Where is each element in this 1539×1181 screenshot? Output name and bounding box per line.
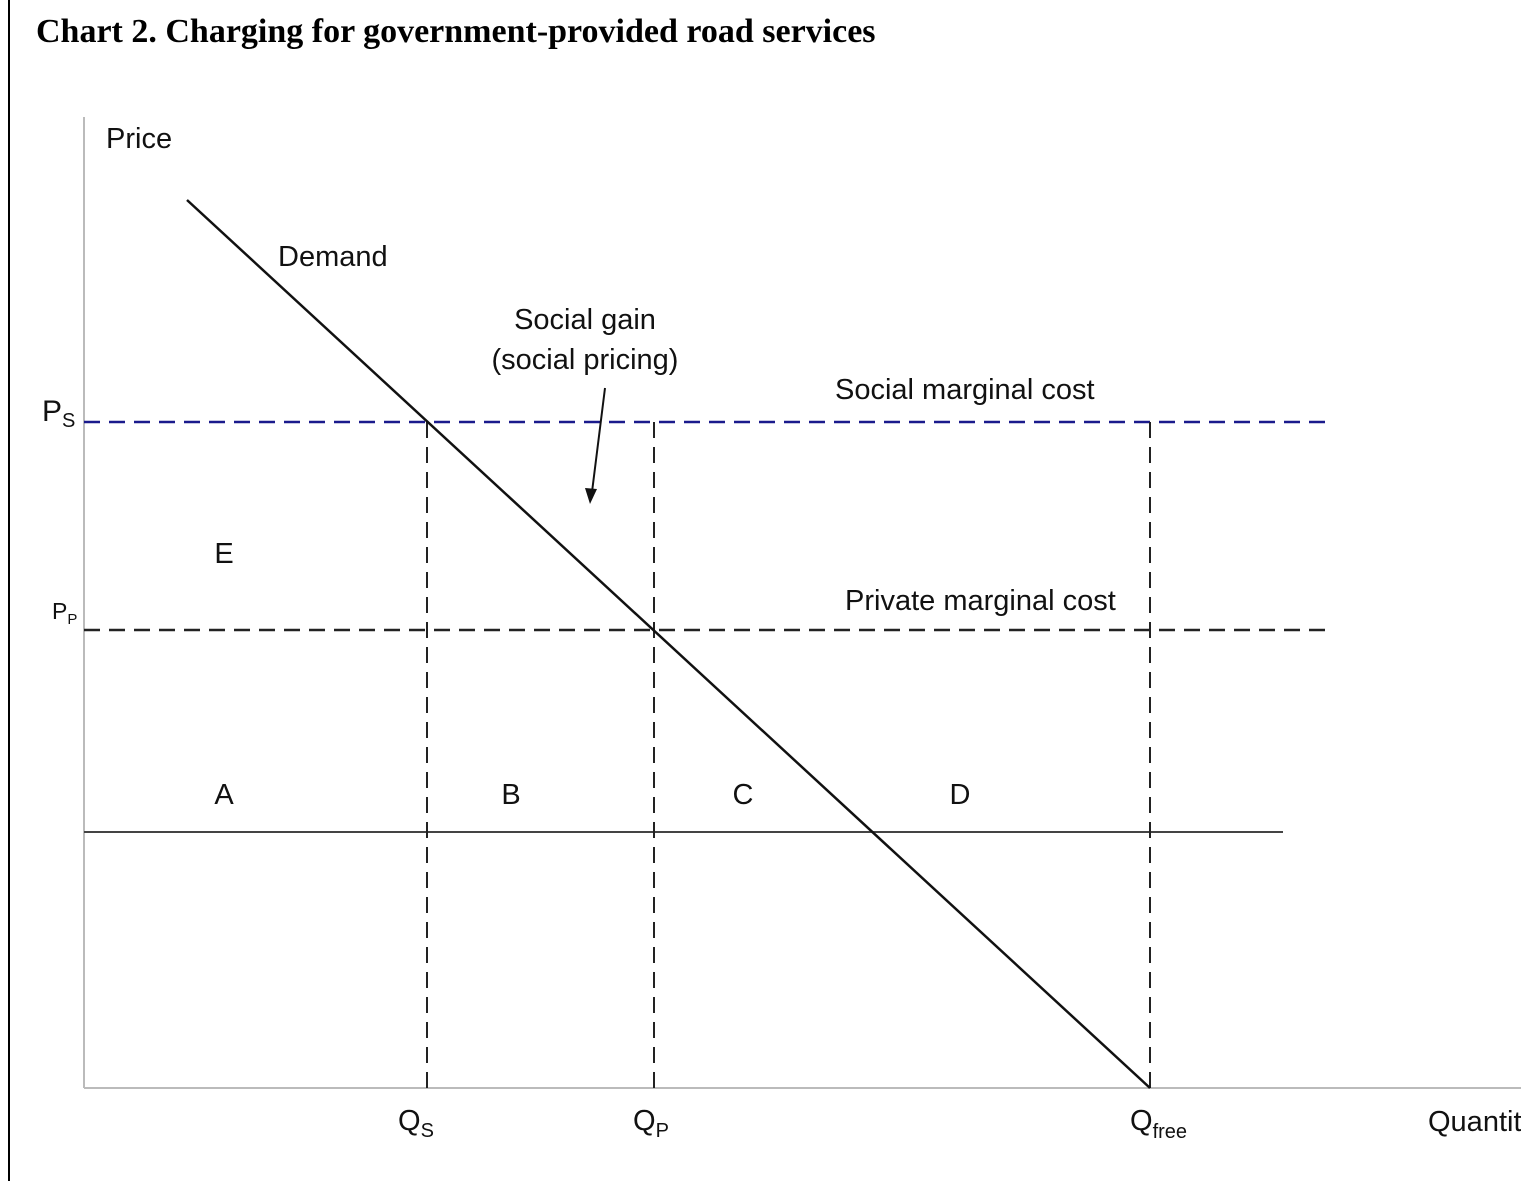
annotation: Social gain <box>514 304 656 336</box>
tick-sub: S <box>421 1120 434 1142</box>
tick-sub: S <box>62 410 75 432</box>
demand-label: Demand <box>278 241 388 273</box>
tick-sub: P <box>656 1120 669 1142</box>
y-axis-label: Price <box>106 123 172 155</box>
region-label: A <box>214 779 234 811</box>
tick-main: Q <box>633 1105 656 1137</box>
tick-main: P <box>42 395 62 428</box>
social-cost-label: Social marginal cost <box>835 374 1095 406</box>
demand-line <box>186 199 1151 1089</box>
region-label: E <box>214 538 233 570</box>
quantity-tick: Qfree <box>1130 1105 1187 1143</box>
price-tick: PS <box>42 395 75 432</box>
title: Chart 2. Charging for government-provide… <box>36 13 876 50</box>
x-axis-label: Quantity <box>1428 1106 1521 1138</box>
private-cost-label: Private marginal cost <box>845 585 1116 617</box>
region-label: D <box>950 779 971 811</box>
tick-sub: P <box>67 611 77 628</box>
tick-main: Q <box>398 1105 421 1137</box>
arrow-head <box>585 488 597 504</box>
tick-main: P <box>52 598 67 624</box>
quantity-tick: QS <box>398 1105 434 1142</box>
tick-main: Q <box>1130 1105 1153 1137</box>
annotation: (social pricing) <box>492 344 679 376</box>
quantity-tick: QP <box>633 1105 669 1142</box>
price-tick: PP <box>52 598 77 628</box>
region-label: B <box>501 779 520 811</box>
region-label: C <box>733 779 754 811</box>
tick-sub: free <box>1153 1121 1187 1143</box>
arrow-shaft <box>591 387 606 493</box>
